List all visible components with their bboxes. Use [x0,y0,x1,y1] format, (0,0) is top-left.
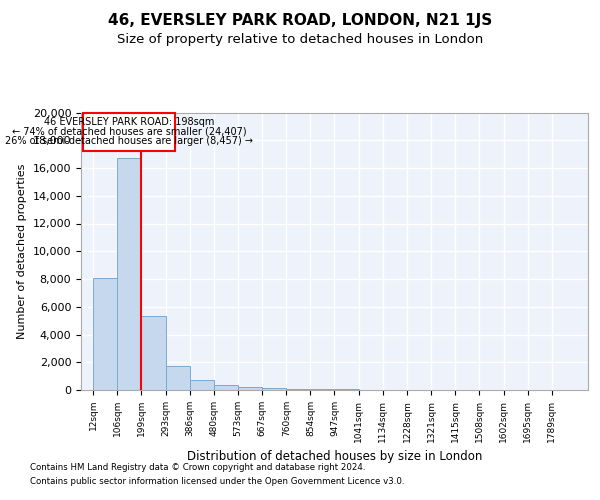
Bar [166,366,190,390]
Text: ← 74% of detached houses are smaller (24,407): ← 74% of detached houses are smaller (24… [11,126,246,136]
Text: 26% of semi-detached houses are larger (8,457) →: 26% of semi-detached houses are larger (… [5,136,253,146]
Text: Size of property relative to detached houses in London: Size of property relative to detached ho… [117,32,483,46]
Text: 46, EVERSLEY PARK ROAD, LONDON, N21 1JS: 46, EVERSLEY PARK ROAD, LONDON, N21 1JS [108,12,492,28]
Bar [262,388,286,390]
Text: 46 EVERSLEY PARK ROAD: 198sqm: 46 EVERSLEY PARK ROAD: 198sqm [44,116,214,126]
Bar [142,316,166,390]
Bar [310,389,335,390]
Bar [214,385,238,390]
X-axis label: Distribution of detached houses by size in London: Distribution of detached houses by size … [187,450,482,463]
Y-axis label: Number of detached properties: Number of detached properties [17,164,27,339]
Bar [93,278,118,390]
Bar [118,158,142,390]
Bar [286,388,310,390]
Bar [190,380,214,390]
Bar [238,387,262,390]
FancyBboxPatch shape [83,112,175,152]
Text: Contains public sector information licensed under the Open Government Licence v3: Contains public sector information licen… [30,478,404,486]
Text: Contains HM Land Registry data © Crown copyright and database right 2024.: Contains HM Land Registry data © Crown c… [30,462,365,471]
